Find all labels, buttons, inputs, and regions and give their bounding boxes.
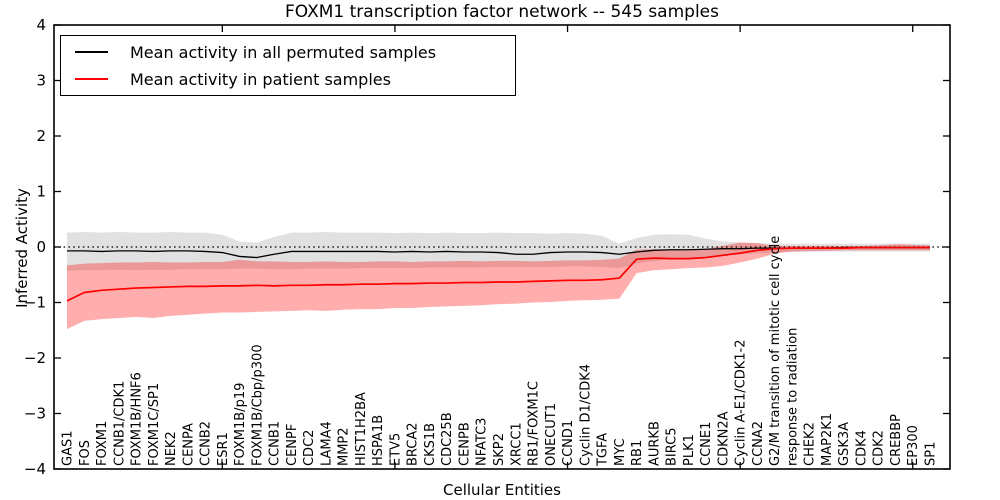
x-category-label: MYC bbox=[613, 438, 628, 466]
x-category-label: BIRC5 bbox=[665, 428, 680, 467]
y-tick-label: 1 bbox=[36, 183, 46, 201]
y-tick-label: −2 bbox=[24, 349, 46, 367]
x-category-label: NFATC3 bbox=[475, 418, 490, 466]
legend: Mean activity in all permuted samples Mea… bbox=[60, 35, 516, 96]
x-category-label: TGFA bbox=[596, 433, 611, 467]
x-category-label: GSK3A bbox=[837, 422, 852, 466]
x-category-label: CREBBP bbox=[889, 414, 904, 466]
y-tick-label: −4 bbox=[24, 460, 46, 478]
y-tick-label: 2 bbox=[36, 127, 46, 145]
x-category-label: CDC25B bbox=[440, 412, 455, 466]
x-category-label: CENPF bbox=[285, 424, 300, 466]
x-category-label: HSPA1B bbox=[371, 415, 386, 466]
x-category-label: G2/M transition of mitotic cell cycle bbox=[768, 236, 783, 466]
x-category-label: MMP2 bbox=[337, 427, 352, 466]
x-category-label: BRCA2 bbox=[406, 422, 421, 466]
x-category-label: LAMA4 bbox=[319, 421, 334, 466]
x-category-label: CCNA2 bbox=[751, 421, 766, 466]
x-category-label: CCNB1 bbox=[268, 421, 283, 466]
x-category-label: XRCC1 bbox=[509, 422, 524, 466]
x-category-label: RB1 bbox=[630, 440, 645, 466]
legend-line-sample bbox=[75, 51, 108, 53]
x-category-label: FOXM1B/HNF6 bbox=[130, 372, 145, 466]
patient-mean-line bbox=[66, 246, 930, 302]
legend-item: Mean activity in all permuted samples bbox=[75, 42, 515, 62]
y-tick-label: 4 bbox=[36, 16, 46, 34]
x-category-label: CHEK2 bbox=[803, 422, 818, 466]
x-category-label: CKS1B bbox=[423, 423, 438, 466]
y-tick-label: −1 bbox=[24, 294, 46, 312]
x-category-label: SP1 bbox=[924, 442, 939, 466]
x-category-label: response to radiation bbox=[785, 328, 800, 466]
x-category-label: FOXM1B/Cbp/p300 bbox=[250, 344, 265, 466]
legend-line-sample bbox=[75, 78, 108, 80]
y-tick-label: 0 bbox=[36, 238, 46, 256]
x-category-label: CENPB bbox=[457, 422, 472, 466]
legend-label: Mean activity in patient samples bbox=[130, 69, 391, 89]
x-category-label: FOXM1 bbox=[95, 421, 110, 466]
x-category-label: CDC2 bbox=[302, 430, 317, 466]
x-category-label: NEK2 bbox=[164, 431, 179, 466]
y-tick-label: 3 bbox=[36, 72, 46, 90]
x-category-label: FOXM1C/SP1 bbox=[147, 383, 162, 466]
x-category-label: ONECUT1 bbox=[544, 403, 559, 466]
patient-band bbox=[67, 242, 930, 330]
x-category-label: PLK1 bbox=[682, 434, 697, 466]
x-category-label: GAS1 bbox=[61, 431, 76, 467]
x-category-label: MAP2K1 bbox=[820, 413, 835, 466]
x-axis-label: Cellular Entities bbox=[443, 481, 561, 499]
x-category-label: Cyclin A-E1/CDK1-2 bbox=[734, 339, 749, 466]
x-category-label: CCNE1 bbox=[699, 422, 714, 466]
chart-title: FOXM1 transcription factor network -- 54… bbox=[285, 2, 719, 22]
x-category-label: CCNB1/CDK1 bbox=[112, 381, 127, 466]
x-category-label: CDKN2A bbox=[716, 411, 731, 466]
x-category-label: AURKB bbox=[647, 421, 662, 466]
x-category-label: HIST1H2BA bbox=[354, 392, 369, 466]
x-category-label: CENPA bbox=[181, 423, 196, 466]
x-category-label: ETV5 bbox=[388, 433, 403, 466]
x-category-label: CDK2 bbox=[872, 430, 887, 466]
y-axis-label: Inferred Activity bbox=[13, 188, 31, 308]
x-category-label: CCNB2 bbox=[199, 421, 214, 466]
x-category-label: CCND1 bbox=[561, 420, 576, 466]
x-category-label: SKP2 bbox=[492, 433, 507, 466]
permuted-band bbox=[67, 232, 930, 271]
x-category-label: EP300 bbox=[906, 425, 921, 466]
x-category-label: CDK4 bbox=[854, 430, 869, 466]
y-tick-label: −3 bbox=[24, 405, 46, 423]
legend-item: Mean activity in patient samples bbox=[75, 69, 515, 89]
x-category-label: FOS bbox=[78, 440, 93, 466]
x-category-label: Cyclin D1/CDK4 bbox=[578, 364, 593, 466]
x-category-label: ESR1 bbox=[216, 432, 231, 466]
x-category-label: FOXM1B/p19 bbox=[233, 383, 248, 466]
x-category-label: RB1/FOXM1C bbox=[527, 381, 542, 466]
legend-label: Mean activity in all permuted samples bbox=[130, 42, 437, 62]
